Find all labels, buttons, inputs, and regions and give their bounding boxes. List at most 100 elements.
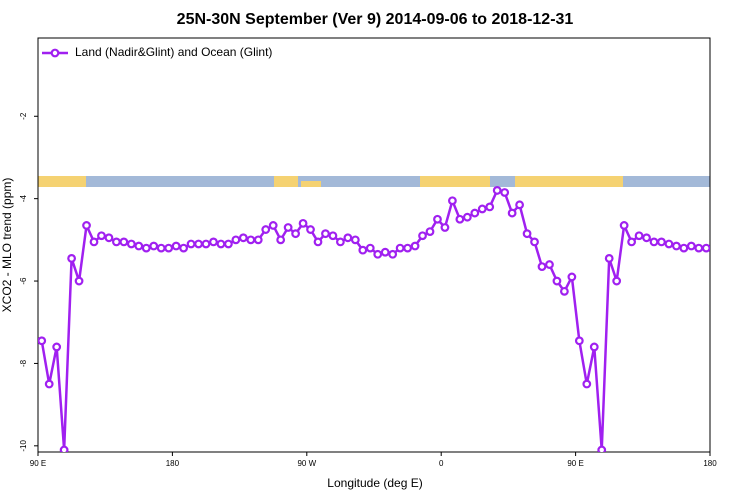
x-tick-label: 180 — [166, 459, 180, 468]
marker — [455, 214, 465, 224]
marker — [612, 276, 622, 286]
marker — [477, 204, 487, 214]
marker — [276, 235, 286, 245]
marker — [328, 231, 338, 241]
marker — [164, 243, 174, 253]
marker — [388, 249, 398, 259]
y-tick-label: -2 — [19, 112, 28, 120]
marker — [664, 239, 674, 249]
series — [38, 186, 710, 452]
marker — [373, 249, 383, 259]
marker — [111, 237, 121, 247]
marker — [350, 235, 360, 245]
marker — [306, 225, 315, 234]
marker — [38, 336, 47, 346]
marker — [425, 227, 435, 237]
marker — [657, 237, 666, 247]
marker — [589, 342, 599, 352]
plot-frame — [37, 37, 711, 453]
marker — [268, 221, 278, 230]
marker — [492, 186, 502, 195]
marker — [104, 233, 114, 243]
marker — [380, 247, 390, 257]
marker — [336, 237, 345, 247]
marker — [209, 237, 218, 247]
marker — [597, 445, 607, 452]
y-tick-label: -6 — [19, 277, 28, 285]
marker — [500, 188, 510, 197]
marker — [156, 243, 166, 253]
marker — [97, 231, 106, 241]
marker — [552, 276, 562, 286]
marker — [619, 221, 629, 230]
series-line — [40, 188, 707, 451]
marker — [582, 379, 592, 389]
marker — [149, 241, 159, 251]
x-tick-label: 0 — [439, 459, 444, 468]
marker — [642, 233, 651, 243]
marker — [537, 262, 547, 272]
marker — [485, 202, 495, 212]
marker — [679, 243, 689, 253]
marker — [604, 253, 614, 263]
marker — [141, 243, 151, 253]
marker — [560, 286, 569, 296]
y-tick-label: -8 — [19, 359, 28, 367]
marker — [82, 221, 91, 230]
marker — [238, 233, 248, 243]
marker — [231, 235, 241, 245]
marker — [67, 253, 76, 263]
marker — [59, 445, 69, 452]
marker — [672, 241, 681, 251]
marker — [530, 237, 539, 247]
marker — [470, 208, 480, 218]
marker — [171, 241, 181, 251]
y-tick-label: -10 — [19, 439, 28, 451]
marker — [201, 239, 211, 249]
marker — [313, 237, 323, 247]
marker — [418, 231, 427, 241]
marker — [52, 342, 62, 352]
map-strip — [38, 176, 710, 187]
x-tick-label: 180 — [703, 459, 717, 468]
legend-marker — [50, 48, 60, 58]
marker — [701, 243, 710, 253]
marker — [694, 243, 704, 253]
marker — [515, 200, 524, 210]
marker — [223, 239, 233, 249]
marker — [298, 218, 308, 228]
marker — [186, 239, 196, 249]
marker — [194, 239, 203, 249]
x-axis-label: Longitude (deg E) — [327, 476, 422, 490]
marker — [522, 229, 532, 239]
marker — [358, 245, 368, 255]
x-tick-label: 90 E — [567, 459, 583, 468]
marker — [126, 239, 136, 249]
marker — [410, 241, 420, 251]
x-tick-label: 90 W — [297, 459, 316, 468]
marker — [574, 336, 584, 346]
marker — [686, 241, 696, 251]
marker — [545, 260, 554, 269]
marker — [283, 223, 293, 232]
marker — [433, 214, 442, 224]
marker — [253, 235, 263, 245]
marker — [291, 229, 301, 239]
marker — [321, 229, 330, 239]
marker — [462, 212, 472, 222]
marker — [440, 223, 450, 232]
marker — [403, 243, 413, 253]
marker — [395, 243, 405, 253]
marker — [216, 239, 226, 249]
marker — [261, 225, 271, 234]
chart-title: 25N-30N September (Ver 9) 2014-09-06 to … — [177, 11, 574, 28]
marker — [246, 235, 256, 245]
y-tick-label: -4 — [19, 195, 28, 203]
legend-label: Land (Nadir&Glint) and Ocean (Glint) — [75, 45, 272, 59]
marker — [507, 208, 517, 218]
marker — [567, 272, 577, 282]
marker — [343, 233, 353, 243]
y-axis-label: XCO2 - MLO trend (ppm) — [0, 178, 14, 313]
x-tick-label: 90 E — [30, 459, 46, 468]
